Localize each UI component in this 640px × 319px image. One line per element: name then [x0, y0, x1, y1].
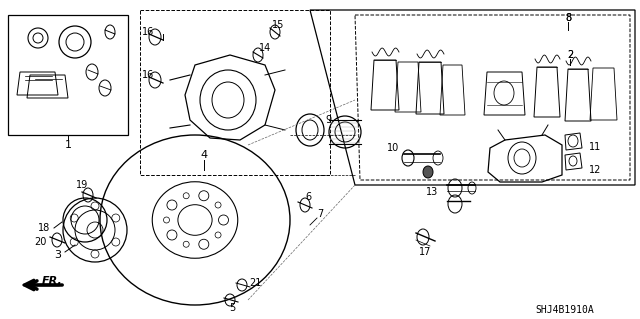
Text: 7: 7: [317, 209, 323, 219]
Text: 20: 20: [34, 237, 46, 247]
Text: 8: 8: [565, 13, 571, 23]
Text: 13: 13: [426, 187, 438, 197]
Text: 2: 2: [567, 50, 573, 60]
Text: 15: 15: [272, 20, 284, 30]
Text: 21: 21: [249, 278, 261, 288]
Text: FR.: FR.: [42, 276, 62, 286]
Text: 17: 17: [419, 247, 431, 257]
Text: 12: 12: [589, 165, 601, 175]
Bar: [8, 15, 128, 135]
Text: 16: 16: [142, 27, 154, 37]
Text: 4: 4: [200, 150, 207, 160]
Text: 16: 16: [142, 70, 154, 80]
Text: SHJ4B1910A: SHJ4B1910A: [536, 305, 595, 315]
Text: 5: 5: [229, 303, 235, 313]
Text: 10: 10: [387, 143, 399, 153]
Text: 19: 19: [76, 180, 88, 190]
Text: 11: 11: [589, 142, 601, 152]
Ellipse shape: [423, 166, 433, 178]
Text: 6: 6: [305, 192, 311, 202]
Text: 8: 8: [565, 13, 571, 23]
Text: 14: 14: [259, 43, 271, 53]
Text: 9: 9: [325, 115, 331, 125]
Text: 1: 1: [65, 140, 72, 150]
Text: 3: 3: [54, 250, 61, 260]
Text: 18: 18: [38, 223, 50, 233]
Text: 2: 2: [567, 50, 573, 60]
